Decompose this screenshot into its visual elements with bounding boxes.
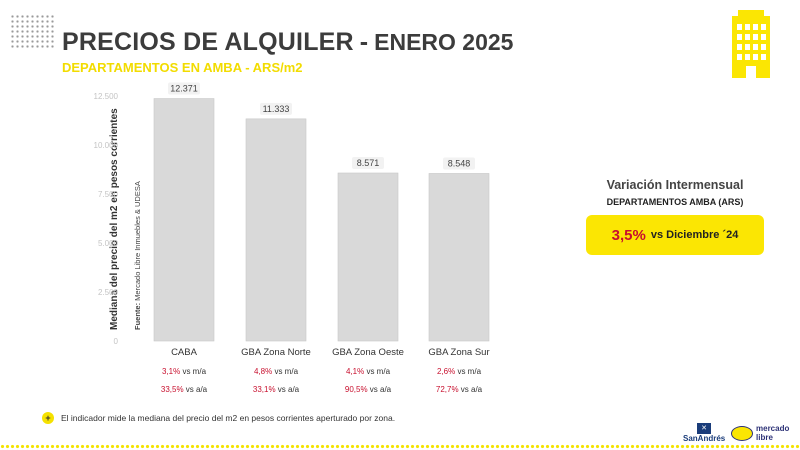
title-separator: -	[359, 28, 369, 56]
x-tick-label: CABA	[171, 347, 198, 358]
monthly-change-label: 4,8% vs m/a	[254, 367, 299, 376]
plus-bullet-icon: +	[42, 412, 54, 424]
variation-value: 3,5%	[611, 226, 646, 244]
footnote-text: El indicador mide la mediana del precio …	[61, 413, 396, 423]
university-logo-icon: ✕	[697, 423, 712, 434]
data-label: 12.371	[170, 84, 198, 94]
y-tick-label: 10.000	[94, 141, 119, 150]
y-tick-label: 5.000	[98, 239, 119, 248]
variation-text: vs Diciembre ´24	[650, 229, 739, 241]
bar	[337, 172, 399, 342]
monthly-change-label: 3,1% vs m/a	[162, 367, 207, 376]
mercadolibre-logo-line1: mercado	[756, 424, 790, 433]
y-tick-label: 12.500	[94, 92, 119, 101]
data-label-background	[260, 102, 292, 115]
page-title: PRECIOS DE ALQUILER	[62, 28, 354, 56]
x-tick-label: GBA Zona Norte	[241, 347, 311, 358]
building-icon	[732, 10, 770, 78]
dot-pattern-decoration	[10, 14, 56, 50]
variation-title: Variación Intermensual	[606, 178, 744, 192]
data-label: 11.333	[263, 104, 290, 114]
data-label-background	[168, 82, 200, 95]
footnote: + El indicador mide la mediana del preci…	[42, 412, 395, 424]
bar-chart: 0 2.500 5.000 7.500 10.000 12.500 12.371 CABA 3,…	[94, 82, 490, 394]
y-tick-label: 2.500	[98, 288, 119, 297]
x-tick-label: GBA Zona Sur	[428, 347, 489, 358]
title-row: PRECIOS DE ALQUILER - ENERO 2025	[62, 28, 513, 57]
data-label: 8.571	[357, 158, 380, 168]
x-tick-label: GBA Zona Oeste	[332, 347, 404, 358]
university-logo: ✕ SanAndrés	[683, 423, 725, 443]
title-month: ENERO 2025	[374, 29, 514, 55]
bottom-dot-bar	[0, 444, 800, 450]
y-tick-label: 0	[114, 337, 119, 346]
yearly-change-label: 33,1% vs a/a	[253, 385, 300, 394]
variation-pill: 3,5% vs Diciembre ´24	[586, 215, 764, 255]
mercadolibre-logo-line2: libre	[756, 433, 773, 442]
mercadolibre-logo: mercado libre	[731, 424, 789, 442]
variation-subtitle: DEPARTAMENTOS AMBA (ARS)	[606, 197, 744, 207]
data-label-background	[352, 157, 384, 170]
yearly-change-label: 90,5% vs a/a	[345, 385, 392, 394]
bar	[153, 98, 215, 342]
bar	[245, 118, 307, 342]
bar	[428, 173, 490, 342]
university-logo-text: SanAndrés	[683, 434, 726, 443]
monthly-change-label: 4,1% vs m/a	[346, 367, 391, 376]
yearly-change-label: 72,7% vs a/a	[436, 385, 483, 394]
data-label-background	[443, 157, 475, 170]
data-label: 8.548	[448, 158, 471, 168]
handshake-logo-icon	[731, 425, 753, 441]
monthly-change-label: 2,6% vs m/a	[437, 367, 482, 376]
variation-panel: Variación Intermensual DEPARTAMENTOS AMB…	[586, 178, 764, 255]
yearly-change-label: 33,5% vs a/a	[161, 385, 208, 394]
page-subtitle: DEPARTAMENTOS EN AMBA - ARS/m2	[62, 60, 303, 75]
y-tick-label: 7.500	[98, 190, 119, 199]
